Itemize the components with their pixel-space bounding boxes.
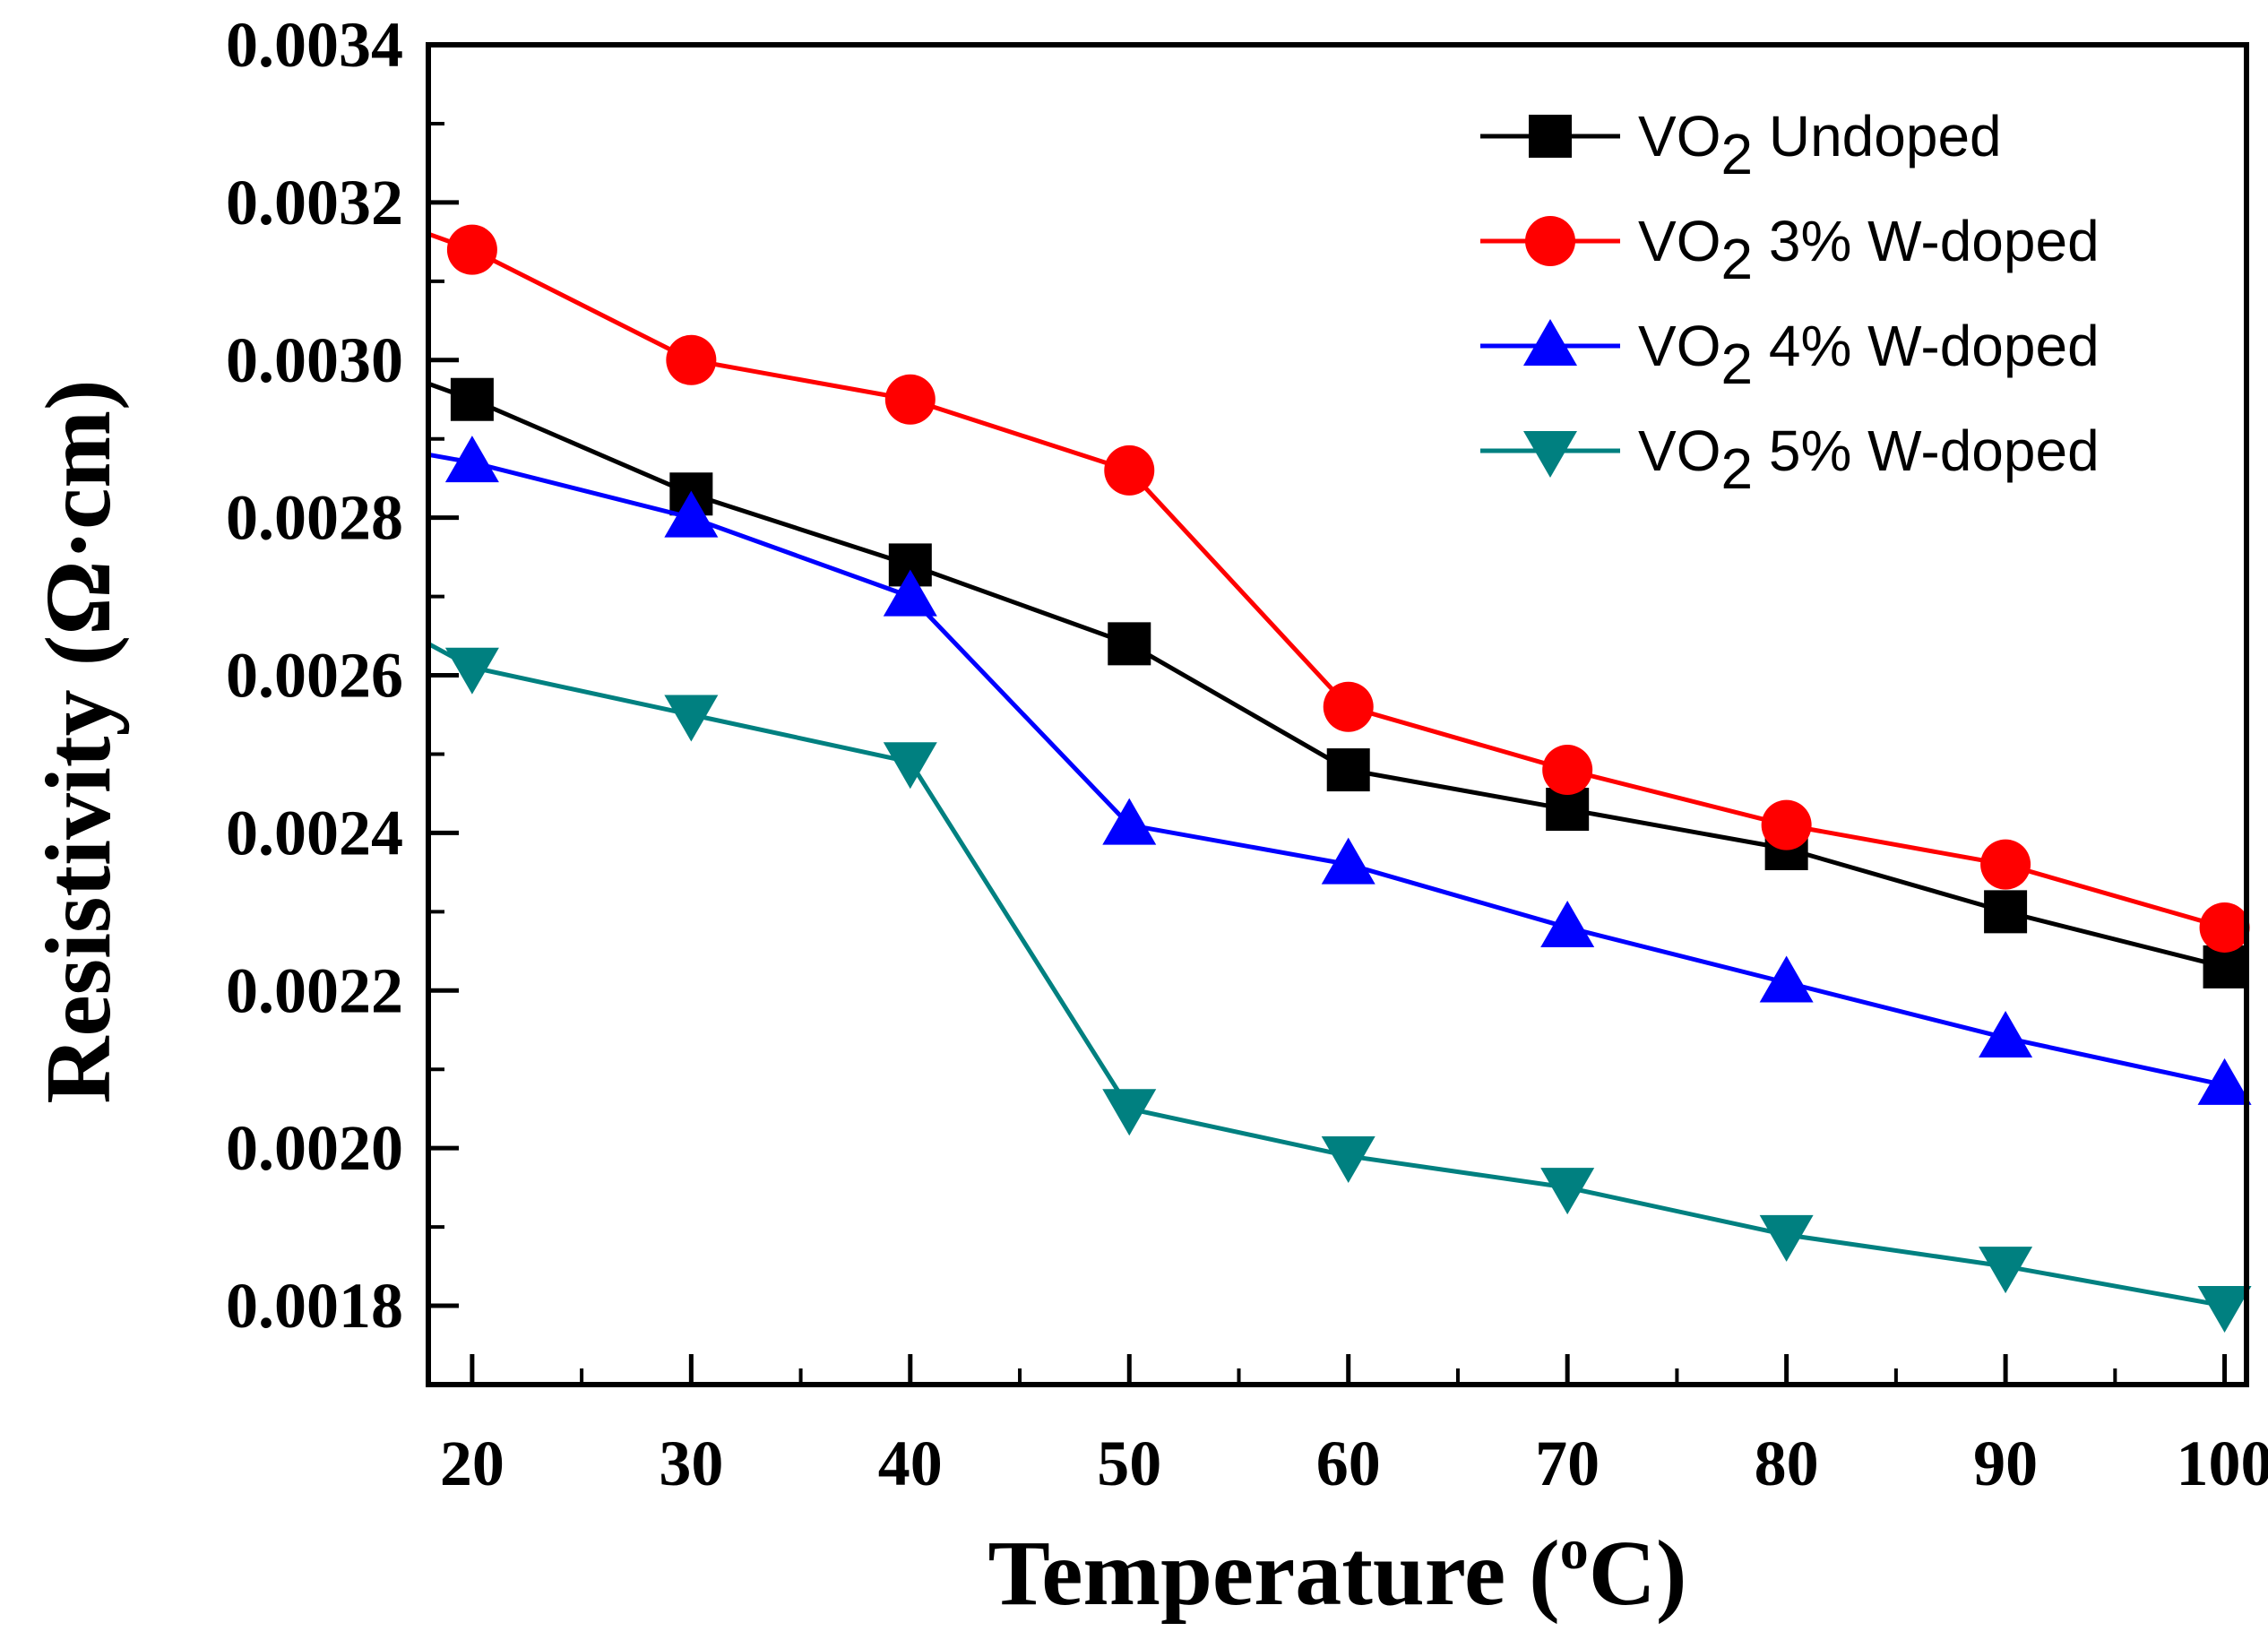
legend-item: VO2 3% W-doped <box>1480 209 2100 291</box>
legend-label-main: VO <box>1638 419 1720 483</box>
legend-label-main: VO <box>1638 314 1720 378</box>
y-tick-label: 0.0030 <box>226 324 403 396</box>
data-point <box>1980 839 2031 890</box>
data-point <box>1540 1168 1595 1215</box>
x-tick-label: 40 <box>878 1428 943 1499</box>
data-point <box>664 695 719 742</box>
legend-label-subscript: 2 <box>1720 332 1753 396</box>
data-point <box>1102 1089 1157 1136</box>
x-tick-label: 20 <box>440 1428 504 1499</box>
series-line <box>427 642 2225 1308</box>
data-point <box>1323 681 1374 732</box>
data-point <box>444 436 499 483</box>
series-line <box>427 452 2226 1088</box>
x-axis-title-main: Temperature ( <box>987 1522 1559 1625</box>
data-point <box>444 647 499 695</box>
x-tick-label: 60 <box>1316 1428 1381 1499</box>
legend-label-rest: 3% W-doped <box>1753 209 2100 273</box>
data-point <box>664 490 719 538</box>
legend-item: VO2 5% W-doped <box>1480 419 2100 501</box>
legend-item: VO2 Undoped <box>1480 104 2002 186</box>
data-point <box>1108 622 1151 666</box>
legend-label-rest: Undoped <box>1753 104 2002 168</box>
legend-label-subscript: 2 <box>1720 227 1753 291</box>
data-point <box>1102 798 1157 845</box>
data-point <box>1321 1135 1375 1183</box>
y-tick-label: 0.0028 <box>226 482 403 554</box>
legend-label: VO2 5% W-doped <box>1638 419 2100 501</box>
data-point <box>450 377 494 421</box>
legend-marker <box>1525 216 1575 266</box>
legend-label-main: VO <box>1638 209 1720 273</box>
x-axis-title-superscript: o <box>1560 1517 1589 1581</box>
y-tick-label: 0.0018 <box>226 1270 403 1342</box>
data-point <box>883 569 937 617</box>
x-tick-label: 90 <box>1973 1428 2038 1499</box>
data-point <box>1984 890 2028 934</box>
data-point <box>446 224 497 275</box>
data-point <box>1759 1214 1814 1262</box>
y-tick-label: 0.0026 <box>226 640 403 712</box>
x-axis-title-tail: C) <box>1589 1522 1687 1625</box>
legend-marker <box>1523 319 1577 366</box>
plot-frame <box>426 42 2249 1387</box>
legend-marker <box>1529 115 1572 158</box>
data-point <box>1759 955 1814 1003</box>
series-layer <box>427 224 2252 1334</box>
series-2 <box>427 224 2250 953</box>
x-axis-title: Temperature (oC) <box>987 1517 1686 1625</box>
y-tick-label: 0.0034 <box>226 9 403 81</box>
data-point <box>2197 1286 2252 1334</box>
axis-ticks <box>428 42 2228 1385</box>
data-point <box>1979 1011 2033 1058</box>
x-tick-label: 50 <box>1097 1428 1161 1499</box>
data-point <box>666 334 717 385</box>
legend-item: VO2 4% W-doped <box>1480 314 2100 396</box>
x-tick-label: 80 <box>1755 1428 1819 1499</box>
data-point <box>1540 900 1595 947</box>
data-point <box>1979 1247 2033 1294</box>
x-tick-label: 30 <box>659 1428 723 1499</box>
series-line <box>427 231 2226 930</box>
series-4 <box>427 642 2252 1334</box>
data-point <box>1104 445 1155 496</box>
legend-label-rest: 4% W-doped <box>1753 314 2100 378</box>
data-point <box>2197 1057 2252 1105</box>
data-point <box>1326 748 1370 792</box>
data-point <box>1321 837 1375 885</box>
x-tick-label: 100 <box>2177 1428 2268 1499</box>
y-axis-title: Resistivity (Ω·cm) <box>27 379 130 1103</box>
legend-label-rest: 5% W-doped <box>1753 419 2100 483</box>
legend-marker <box>1523 431 1577 478</box>
y-tick-label: 0.0032 <box>226 167 403 238</box>
legend-label-main: VO <box>1638 104 1720 168</box>
data-point <box>1761 799 1812 850</box>
data-point <box>884 374 936 425</box>
series-3 <box>427 436 2252 1105</box>
y-tick-label: 0.0022 <box>226 954 403 1026</box>
legend-label-subscript: 2 <box>1720 436 1753 501</box>
x-tick-label: 70 <box>1535 1428 1600 1499</box>
y-tick-label: 0.0024 <box>226 797 403 868</box>
y-tick-label: 0.0020 <box>226 1112 403 1184</box>
series-1 <box>427 377 2246 988</box>
data-point <box>883 742 937 790</box>
legend-label: VO2 4% W-doped <box>1638 314 2100 396</box>
tick-labels: 20 30 40 50 60 70 80 90 100 0.0018 0.0020 0.0022 0.0… <box>226 9 2268 1499</box>
legend-label: VO2 Undoped <box>1638 104 2002 186</box>
series-line <box>427 381 2226 970</box>
data-point <box>2199 902 2250 953</box>
legend-label-subscript: 2 <box>1720 122 1753 186</box>
data-point <box>1542 745 1593 796</box>
legend-label: VO2 3% W-doped <box>1638 209 2100 291</box>
